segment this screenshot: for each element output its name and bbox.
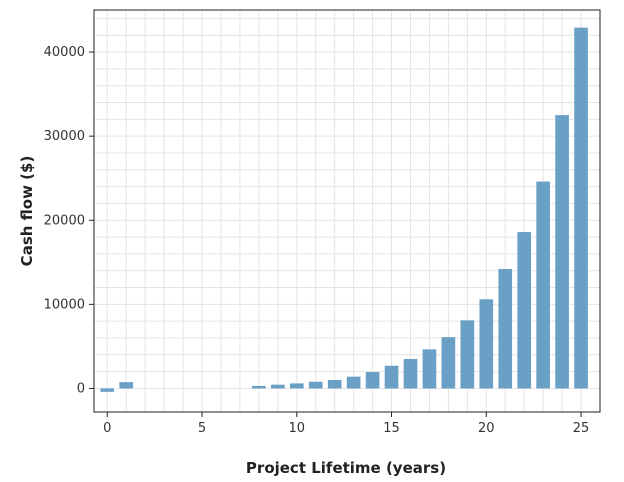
x-tick-label: 20: [478, 421, 495, 436]
y-axis-ticks: 0 10000 20000 30000 40000: [44, 45, 94, 396]
x-axis-title: Project Lifetime (years): [246, 459, 446, 477]
bar-year-19: [460, 320, 475, 389]
y-tick-label: 40000: [44, 45, 85, 60]
bar-year-15: [384, 365, 399, 389]
bar-series: [100, 27, 588, 392]
y-tick-label: 30000: [44, 129, 85, 144]
x-axis-ticks: 0 5 10 15 20 25: [103, 412, 589, 436]
bar-year-21: [498, 269, 513, 389]
bar-year-8: [252, 385, 266, 389]
x-tick-label: 15: [383, 421, 400, 436]
bar-year-12: [327, 380, 342, 389]
bar-year-13: [346, 376, 361, 389]
bar-year-1: [119, 382, 134, 389]
bar-year-17: [422, 349, 437, 389]
y-axis-title: Cash flow ($): [18, 156, 36, 267]
bar-year-10: [289, 383, 304, 389]
bar-year-14: [365, 372, 380, 389]
bar-year-11: [308, 381, 323, 389]
x-tick-label: 10: [289, 421, 306, 436]
y-tick-label: 0: [77, 381, 85, 396]
bar-year-16: [403, 359, 418, 389]
bar-year-25: [574, 27, 588, 389]
y-tick-label: 20000: [44, 213, 85, 228]
bar-year-9: [271, 384, 285, 389]
bar-year-23: [536, 181, 550, 389]
x-tick-label: 25: [573, 421, 590, 436]
plot-frame: [93, 9, 601, 413]
x-tick-label: 5: [198, 421, 206, 436]
y-tick-label: 10000: [44, 297, 85, 312]
bar-year-22: [517, 232, 532, 389]
bar-year-20: [479, 299, 494, 389]
x-tick-label: 0: [103, 421, 111, 436]
bar-year-18: [441, 337, 456, 389]
bar-year-0: [100, 388, 115, 392]
bar-year-24: [555, 115, 569, 389]
